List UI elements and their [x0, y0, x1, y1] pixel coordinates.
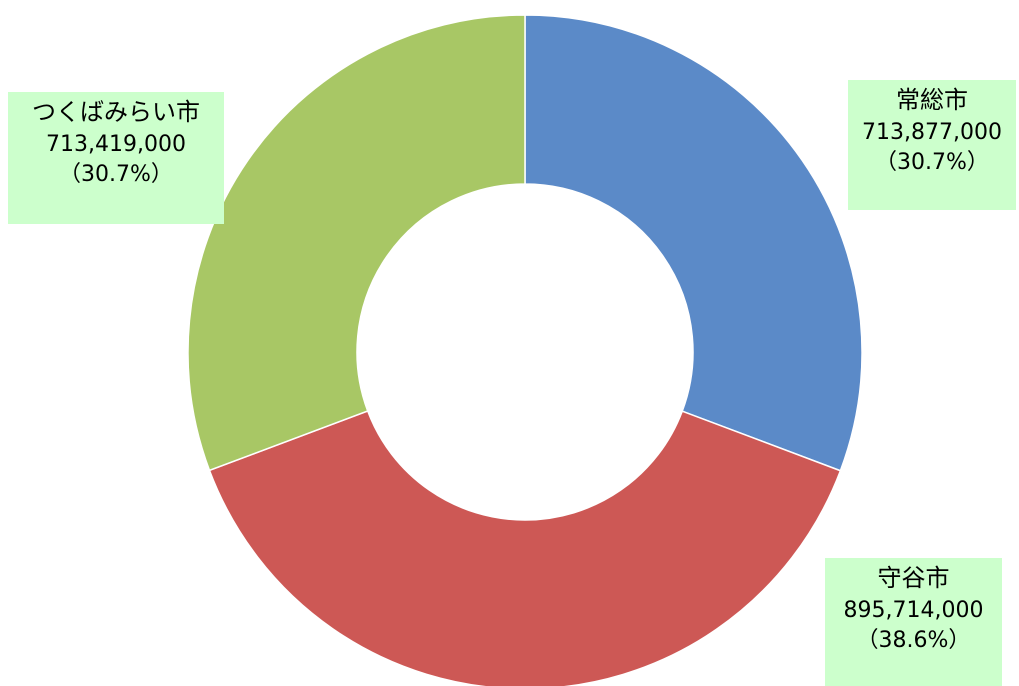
slice-label-tsukubamirai: つくばみらい市 713,419,000 （30.7%） — [8, 92, 224, 224]
slice-label-name: つくばみらい市 — [32, 98, 200, 126]
slice-label-percent: （38.6%） — [856, 628, 971, 654]
slice-label-percent: （30.7%） — [59, 162, 173, 188]
slice-label-name: 守谷市 — [877, 564, 950, 592]
slice-label-moriya: 守谷市 895,714,000 （38.6%） — [825, 558, 1002, 686]
slice-label-value: 895,714,000 — [843, 597, 984, 623]
slice-label-value: 713,877,000 — [862, 119, 1002, 145]
slice-label-percent: （30.7%） — [875, 150, 989, 176]
slice-label-joso: 常総市 713,877,000 （30.7%） — [848, 80, 1016, 210]
slice-label-value: 713,419,000 — [46, 131, 186, 157]
donut-hole — [357, 184, 693, 520]
slice-label-name: 常総市 — [896, 86, 968, 114]
